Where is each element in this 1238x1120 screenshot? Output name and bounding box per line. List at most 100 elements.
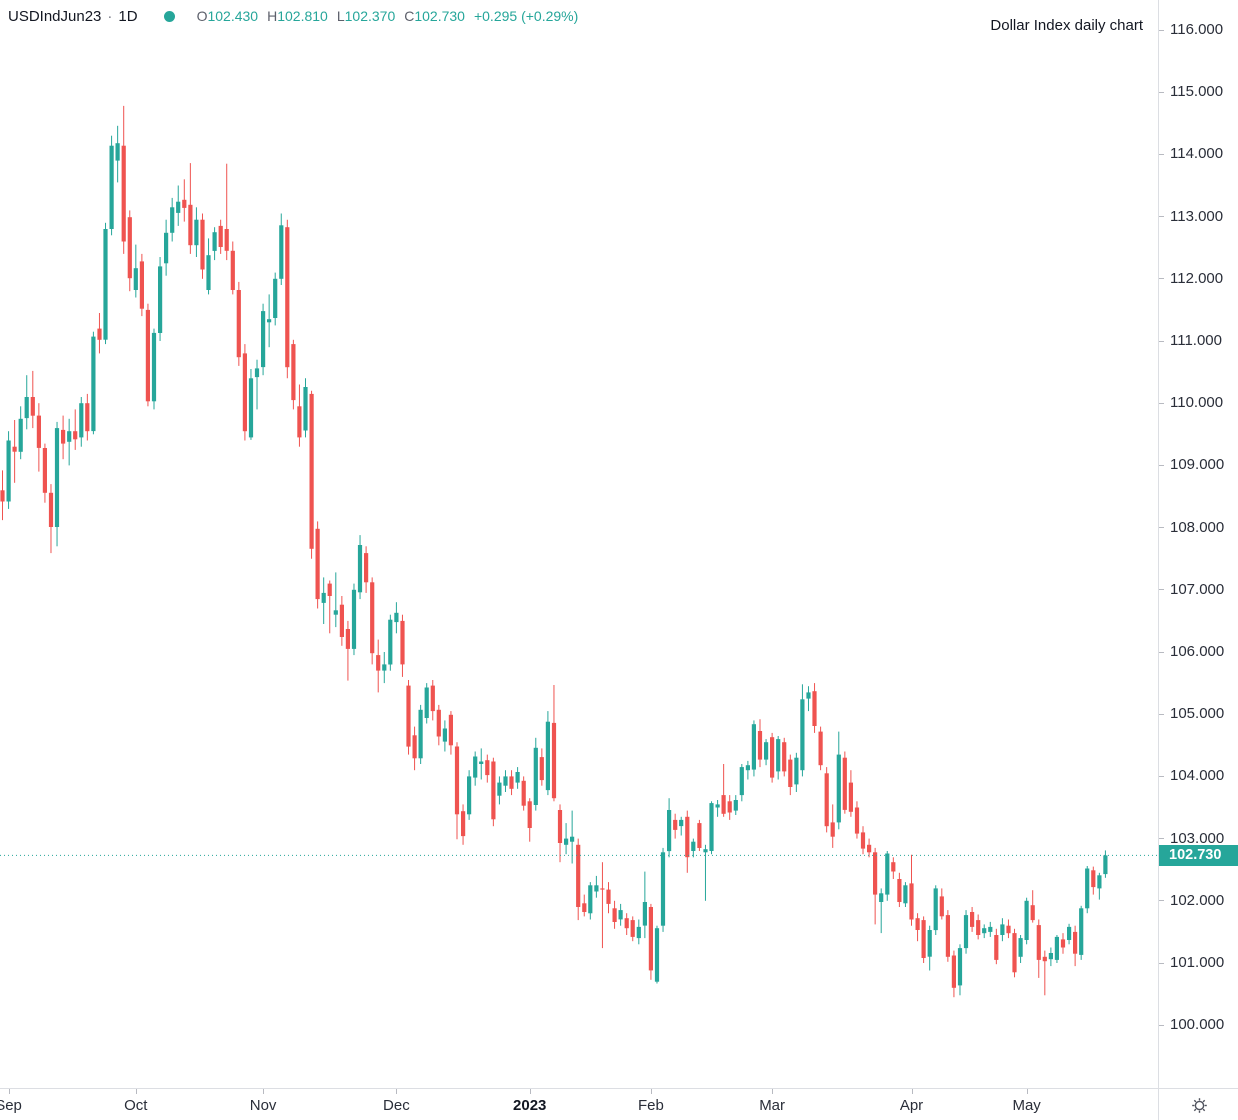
- open-readout: O102.430: [196, 8, 259, 24]
- candle: [188, 163, 193, 254]
- time-axis-label: 2023: [513, 1097, 547, 1114]
- candle: [891, 857, 896, 879]
- candle: [248, 369, 254, 440]
- candle: [1103, 850, 1108, 878]
- price-axis-label: 105.000: [1170, 705, 1225, 723]
- candle: [703, 844, 708, 901]
- market-status-dot: [163, 10, 175, 22]
- candle: [909, 854, 914, 926]
- candle: [1073, 925, 1078, 967]
- candle: [18, 406, 23, 460]
- candle: [279, 213, 284, 285]
- price-axis-tick: [1159, 900, 1164, 902]
- candle: [830, 804, 835, 848]
- candle: [145, 303, 150, 407]
- candle: [430, 680, 435, 721]
- candle: [867, 838, 872, 858]
- candle: [485, 754, 490, 783]
- price-axis-label: 100.000: [1170, 1016, 1225, 1034]
- candle: [576, 838, 581, 921]
- price-axis-tick: [1159, 713, 1164, 715]
- interval-label[interactable]: 1D: [118, 7, 138, 25]
- candle: [91, 331, 96, 435]
- candle: [418, 704, 423, 764]
- symbol-name[interactable]: USDIndJun23: [8, 7, 102, 25]
- candle: [618, 903, 623, 926]
- candle: [473, 751, 478, 786]
- candle: [351, 583, 357, 656]
- time-axis-tick: [911, 1089, 913, 1094]
- candle: [739, 764, 744, 802]
- high-readout: H102.810: [267, 8, 328, 24]
- candle: [564, 823, 569, 855]
- candle: [315, 521, 320, 609]
- candle: [442, 720, 447, 752]
- candle: [1054, 935, 1059, 963]
- candle: [885, 851, 890, 901]
- price-chart[interactable]: USDIndJun23 · 1D O102.430 H102.810 L102.…: [0, 0, 1158, 1088]
- candle: [491, 757, 496, 827]
- candle: [624, 913, 629, 935]
- last-price-badge: 102.730: [1159, 844, 1238, 866]
- legend-separator: ·: [107, 7, 113, 25]
- candle: [521, 776, 526, 811]
- price-axis-label: 102.000: [1170, 891, 1225, 909]
- candle: [400, 614, 405, 677]
- candle: [1012, 928, 1017, 978]
- candle: [0, 470, 5, 521]
- candle: [36, 403, 41, 472]
- candle: [630, 916, 635, 942]
- candle: [1079, 905, 1084, 960]
- price-axis-tick: [1159, 527, 1164, 529]
- candle: [170, 197, 175, 242]
- candle: [497, 776, 502, 805]
- candle: [79, 397, 84, 447]
- candle: [6, 431, 11, 509]
- price-axis-tick: [1159, 775, 1164, 777]
- candle: [679, 816, 684, 836]
- candle: [212, 227, 217, 261]
- axis-settings-corner: [1158, 1088, 1238, 1120]
- time-axis[interactable]: Sep Oct Nov Dec 2023 Feb Mar Apr May: [0, 1088, 1158, 1120]
- ohlc-readout: O102.430 H102.810 L102.370 C102.730 +0.2…: [197, 8, 588, 24]
- candle: [448, 711, 453, 755]
- candle: [715, 800, 720, 817]
- candle: [709, 801, 714, 855]
- candle: [1091, 866, 1096, 895]
- candle: [721, 764, 726, 817]
- candle: [370, 577, 375, 665]
- candle: [764, 739, 769, 766]
- candle: [515, 767, 520, 789]
- price-axis-tick: [1159, 153, 1164, 155]
- time-axis-label: Sep: [0, 1097, 22, 1114]
- candle: [951, 950, 956, 998]
- candle: [321, 577, 326, 624]
- price-axis-tick: [1159, 91, 1164, 93]
- candle: [151, 328, 157, 410]
- candle: [12, 420, 17, 483]
- candle: [806, 686, 811, 712]
- candlestick-chart[interactable]: [0, 0, 1158, 1088]
- candle: [164, 219, 169, 276]
- candle: [297, 384, 302, 447]
- candle: [1000, 918, 1005, 942]
- candle: [854, 801, 860, 839]
- price-axis-tick: [1159, 838, 1164, 840]
- time-axis-tick: [8, 1089, 10, 1094]
- candle: [273, 272, 278, 326]
- candle: [751, 720, 756, 777]
- candle: [139, 253, 144, 317]
- price-axis-label: 110.000: [1170, 394, 1224, 412]
- candle: [182, 179, 187, 222]
- candle: [230, 241, 235, 295]
- price-axis[interactable]: 102.730 116.000 115.000 114.000 113.000 112.…: [1158, 0, 1238, 1088]
- candle: [261, 303, 266, 376]
- candle: [333, 572, 338, 628]
- candle: [1024, 897, 1029, 945]
- candle: [1048, 947, 1053, 967]
- gear-icon[interactable]: [1188, 1094, 1210, 1116]
- candle: [242, 344, 247, 441]
- candle: [30, 370, 35, 429]
- price-axis-label: 106.000: [1170, 643, 1225, 660]
- time-axis-label: Feb: [637, 1097, 664, 1114]
